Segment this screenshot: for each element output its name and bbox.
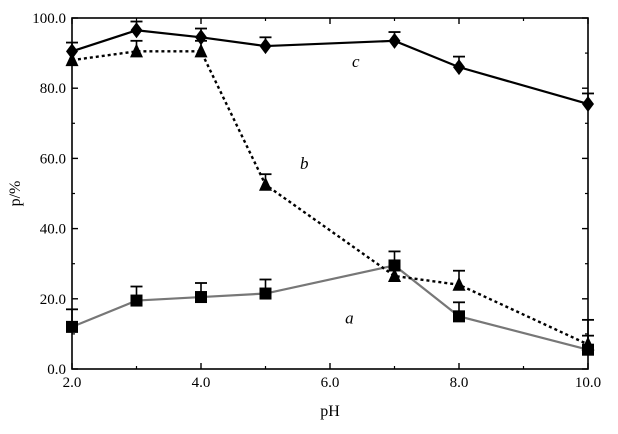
series-line-c <box>71 29 589 106</box>
y-tick-label: 0.0 <box>47 362 66 378</box>
plot-frame <box>71 17 589 370</box>
axes: 2.0 4.0 6.0 8.0 10.0 0.0 20.0 40.0 60.0 80.0 100.0… <box>7 11 601 420</box>
series-label-b: b <box>300 154 309 173</box>
data-point-triangle <box>388 267 401 282</box>
y-tick-label: 60.0 <box>40 151 66 167</box>
data-point-square <box>130 294 143 307</box>
data-point-diamond <box>195 29 207 46</box>
data-point-triangle <box>194 43 208 58</box>
y-axis-title: p/% <box>7 181 24 207</box>
data-point-square <box>195 291 207 304</box>
y-tick-label: 100.0 <box>32 11 66 27</box>
x-tick-label: 4.0 <box>192 375 211 391</box>
series-c <box>66 20 594 112</box>
series-labels: a b c <box>300 52 360 327</box>
x-axis-title: pH <box>320 403 340 420</box>
data-point-diamond <box>259 38 272 55</box>
data-point-triangle <box>259 176 272 191</box>
data-point-triangle <box>452 276 466 291</box>
data-point-diamond <box>388 32 401 49</box>
data-point-diamond <box>453 59 465 76</box>
series-label-c: c <box>352 52 360 71</box>
series-layer <box>65 20 595 356</box>
y-tick-label: 40.0 <box>40 222 66 238</box>
data-point-triangle <box>130 43 143 58</box>
y-tick-label: 80.0 <box>40 81 66 97</box>
series-a <box>66 250 594 356</box>
y-tick-label: 20.0 <box>40 292 66 308</box>
x-tick-label: 8.0 <box>450 375 469 391</box>
x-tick-label: 6.0 <box>321 375 340 391</box>
series-b <box>65 39 595 351</box>
data-point-diamond <box>130 22 143 39</box>
series-label-a: a <box>345 308 354 327</box>
x-tick-label: 10.0 <box>575 375 601 391</box>
data-point-square <box>453 310 465 323</box>
data-point-square <box>259 287 272 300</box>
series-line-a <box>71 264 589 351</box>
x-tick-label: 2.0 <box>63 375 82 391</box>
